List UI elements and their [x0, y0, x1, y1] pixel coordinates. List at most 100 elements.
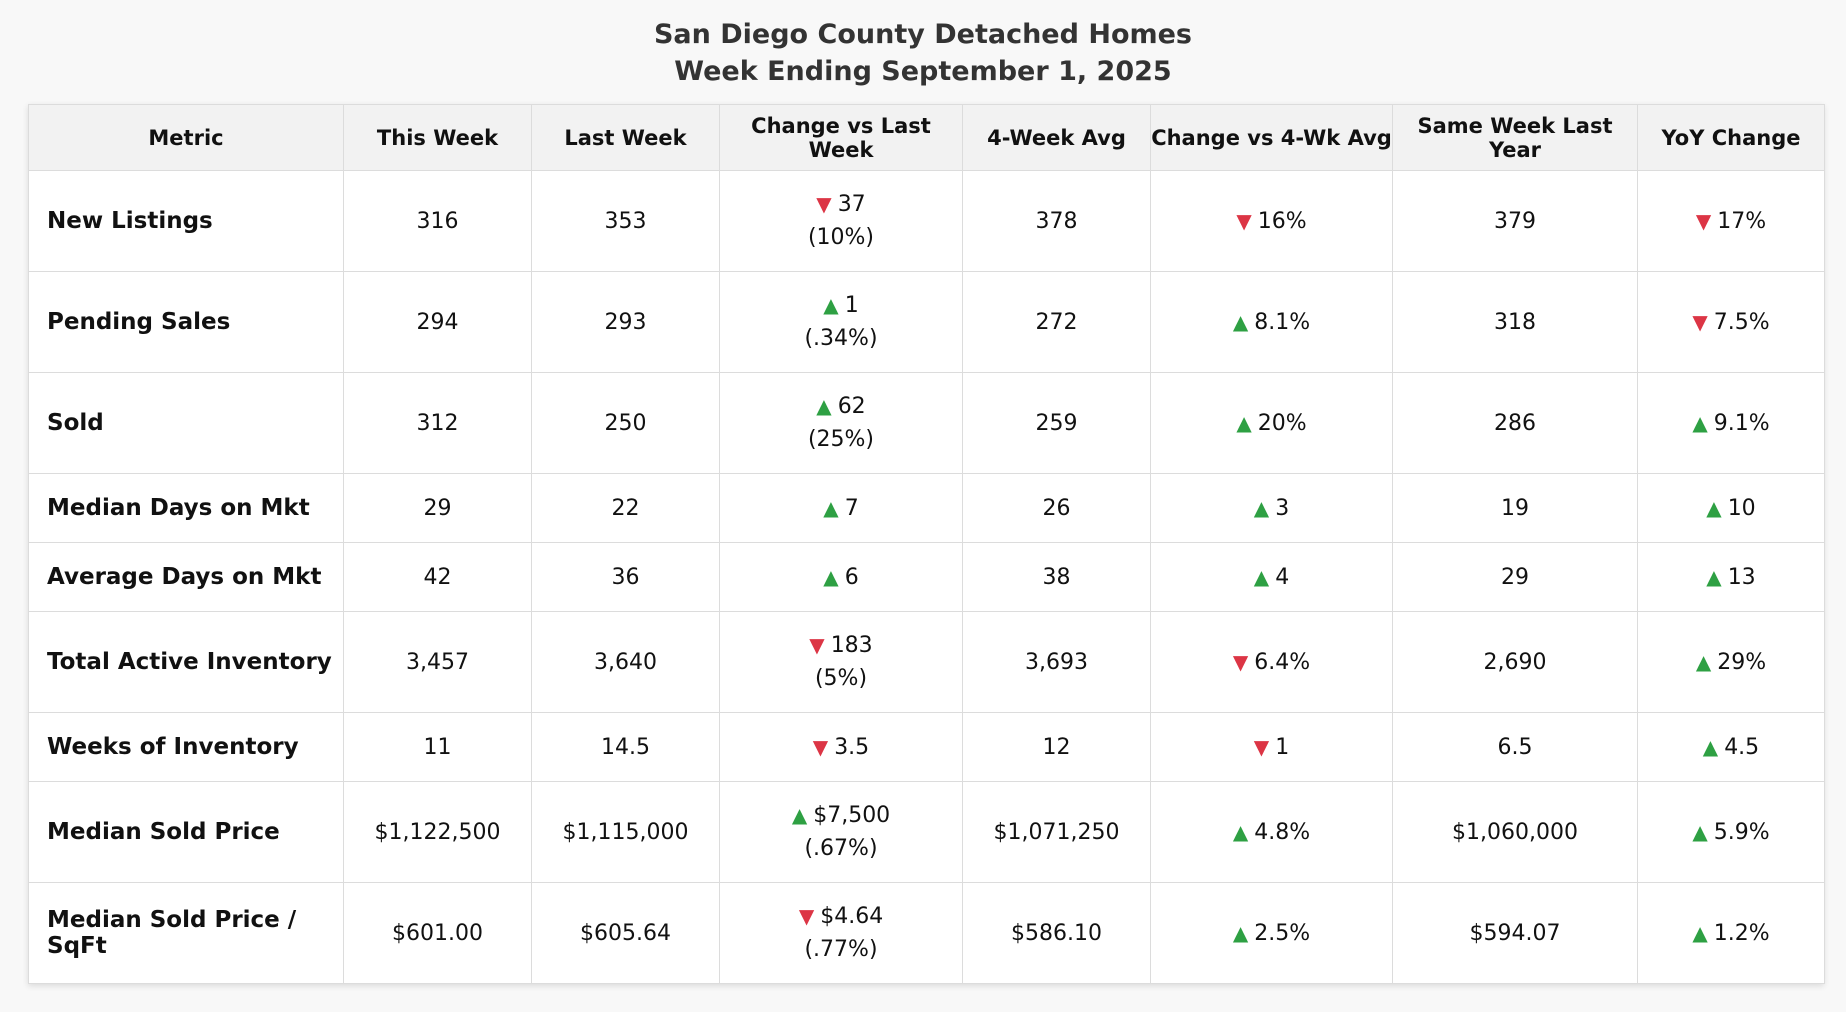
- triangle-up-icon: ▲: [1706, 495, 1722, 520]
- change-value-group: ▲ 5.9%: [1638, 816, 1824, 849]
- change-line: ▼ 3.5: [720, 731, 962, 764]
- change-amount: $7,500: [813, 803, 891, 828]
- change-line: ▲ $7,500: [720, 799, 962, 832]
- triangle-up-icon: ▲: [1692, 920, 1708, 945]
- change-amount: 1: [1275, 734, 1290, 760]
- four-week-avg-cell: 378: [962, 170, 1151, 272]
- triangle-down-icon: ▼: [1232, 649, 1249, 674]
- four-week-avg-cell: 3,693: [962, 611, 1151, 713]
- four-week-avg-cell: 26: [962, 473, 1151, 543]
- change-amount: 9.1%: [1713, 410, 1770, 436]
- change-vs-last-week-cell: ▲ 7: [719, 473, 963, 543]
- same-week-last-year-cell: 318: [1392, 271, 1638, 373]
- change-value-group: ▲ $7,500 (.67%): [720, 799, 962, 865]
- this-week-cell: 29: [343, 473, 532, 543]
- column-header-same-week-last-year: Same Week Last Year: [1392, 104, 1638, 171]
- change-amount: 3.5: [834, 734, 870, 760]
- triangle-up-icon: ▲: [823, 293, 839, 317]
- change-line: ▲ 4: [1151, 561, 1392, 594]
- triangle-down-icon: ▼: [798, 904, 815, 928]
- change-amount: 2.5%: [1254, 920, 1311, 946]
- change-vs-last-week-cell: ▲ 1 (.34%): [719, 271, 963, 373]
- four-week-avg-cell: 272: [962, 271, 1151, 373]
- change-amount: 6.4%: [1254, 649, 1311, 675]
- same-week-last-year-cell: 2,690: [1392, 611, 1638, 713]
- yoy-change-cell: ▲ 1.2%: [1637, 882, 1825, 984]
- table-row: Total Active Inventory 3,457 3,640 ▼ 183 (5%)…: [28, 611, 1825, 713]
- change-amount: 7: [844, 495, 859, 521]
- change-line: ▲ 3: [1151, 492, 1392, 525]
- change-vs-last-week-cell: ▲ 6: [719, 542, 963, 612]
- change-amount: 7.5%: [1713, 309, 1770, 335]
- change-vs-4wk-avg-cell: ▼ 16%: [1150, 170, 1393, 272]
- change-line: ▲ 4.8%: [1151, 816, 1392, 849]
- triangle-up-icon: ▲: [1236, 410, 1252, 435]
- change-amount: 4: [1275, 564, 1290, 590]
- change-value-group: ▲ 1 (.34%): [720, 289, 962, 355]
- column-header-yoy-change: YoY Change: [1637, 104, 1825, 171]
- change-amount: 3: [1275, 495, 1290, 521]
- report-header: San Diego County Detached Homes Week End…: [0, 16, 1846, 90]
- column-header-this-week: This Week: [343, 104, 532, 171]
- change-value-group: ▲ 62 (25%): [720, 390, 962, 456]
- same-week-last-year-cell: 6.5: [1392, 712, 1638, 782]
- this-week-cell: 3,457: [343, 611, 532, 713]
- change-line: ▲ 62: [720, 390, 962, 423]
- this-week-cell: $1,122,500: [343, 781, 532, 883]
- column-header-4-week-avg: 4-Week Avg: [962, 104, 1151, 171]
- metric-name-cell: Weeks of Inventory: [28, 712, 344, 782]
- table-row: Median Sold Price $1,122,500 $1,115,000 ▲ $7…: [28, 781, 1825, 883]
- change-vs-4wk-avg-cell: ▲ 20%: [1150, 372, 1393, 474]
- change-value-group: ▲ 2.5%: [1151, 917, 1392, 950]
- last-week-cell: 36: [531, 542, 720, 612]
- change-percent: (.34%): [804, 326, 878, 351]
- change-value-group: ▼ 7.5%: [1638, 306, 1824, 339]
- change-amount: $4.64: [820, 904, 884, 929]
- change-percent: (5%): [814, 666, 868, 691]
- last-week-cell: 250: [531, 372, 720, 474]
- change-amount: 4.5: [1724, 734, 1760, 760]
- change-value-group: ▼ 17%: [1638, 205, 1824, 238]
- metric-name-cell: Pending Sales: [28, 271, 344, 373]
- change-vs-4wk-avg-cell: ▼ 1: [1150, 712, 1393, 782]
- change-vs-4wk-avg-cell: ▲ 4.8%: [1150, 781, 1393, 883]
- triangle-up-icon: ▲: [1706, 564, 1722, 589]
- triangle-up-icon: ▲: [1692, 819, 1708, 844]
- yoy-change-cell: ▲ 4.5: [1637, 712, 1825, 782]
- table-row: Weeks of Inventory 11 14.5 ▼ 3.5 12 ▼ 1 6.5 ▲ 4.5: [28, 712, 1825, 782]
- same-week-last-year-cell: $1,060,000: [1392, 781, 1638, 883]
- change-value-group: ▲ 8.1%: [1151, 306, 1392, 339]
- yoy-change-cell: ▲ 29%: [1637, 611, 1825, 713]
- change-line: ▲ 29%: [1638, 646, 1824, 679]
- change-line: ▲ 1: [720, 289, 962, 322]
- change-line: ▲ 2.5%: [1151, 917, 1392, 950]
- last-week-cell: 293: [531, 271, 720, 373]
- metric-name-cell: Sold: [28, 372, 344, 474]
- change-value-group: ▲ 4.8%: [1151, 816, 1392, 849]
- triangle-up-icon: ▲: [1253, 564, 1270, 589]
- change-amount: 10: [1727, 495, 1756, 521]
- same-week-last-year-cell: 286: [1392, 372, 1638, 474]
- column-header-change-vs-4-wk-avg: Change vs 4-Wk Avg: [1150, 104, 1393, 171]
- change-line: ▲ 8.1%: [1151, 306, 1392, 339]
- change-line: ▲ 10: [1638, 492, 1824, 525]
- change-line: ▲ 7: [720, 492, 962, 525]
- column-header-last-week: Last Week: [531, 104, 720, 171]
- change-amount: 1.2%: [1713, 920, 1770, 946]
- this-week-cell: 312: [343, 372, 532, 474]
- change-value-group: ▲ 3: [1151, 492, 1392, 525]
- yoy-change-cell: ▲ 13: [1637, 542, 1825, 612]
- yoy-change-cell: ▲ 10: [1637, 473, 1825, 543]
- triangle-up-icon: ▲: [1232, 920, 1249, 945]
- change-line: ▼ 6.4%: [1151, 646, 1392, 679]
- change-value-group: ▲ 7: [720, 492, 962, 525]
- four-week-avg-cell: 259: [962, 372, 1151, 474]
- change-line: ▲ 9.1%: [1638, 407, 1824, 440]
- change-line: ▲ 6: [720, 561, 962, 594]
- triangle-up-icon: ▲: [823, 564, 839, 589]
- change-vs-4wk-avg-cell: ▲ 3: [1150, 473, 1393, 543]
- change-amount: 17%: [1717, 208, 1767, 234]
- triangle-down-icon: ▼: [812, 734, 829, 759]
- triangle-up-icon: ▲: [1692, 410, 1708, 435]
- triangle-down-icon: ▼: [809, 633, 825, 657]
